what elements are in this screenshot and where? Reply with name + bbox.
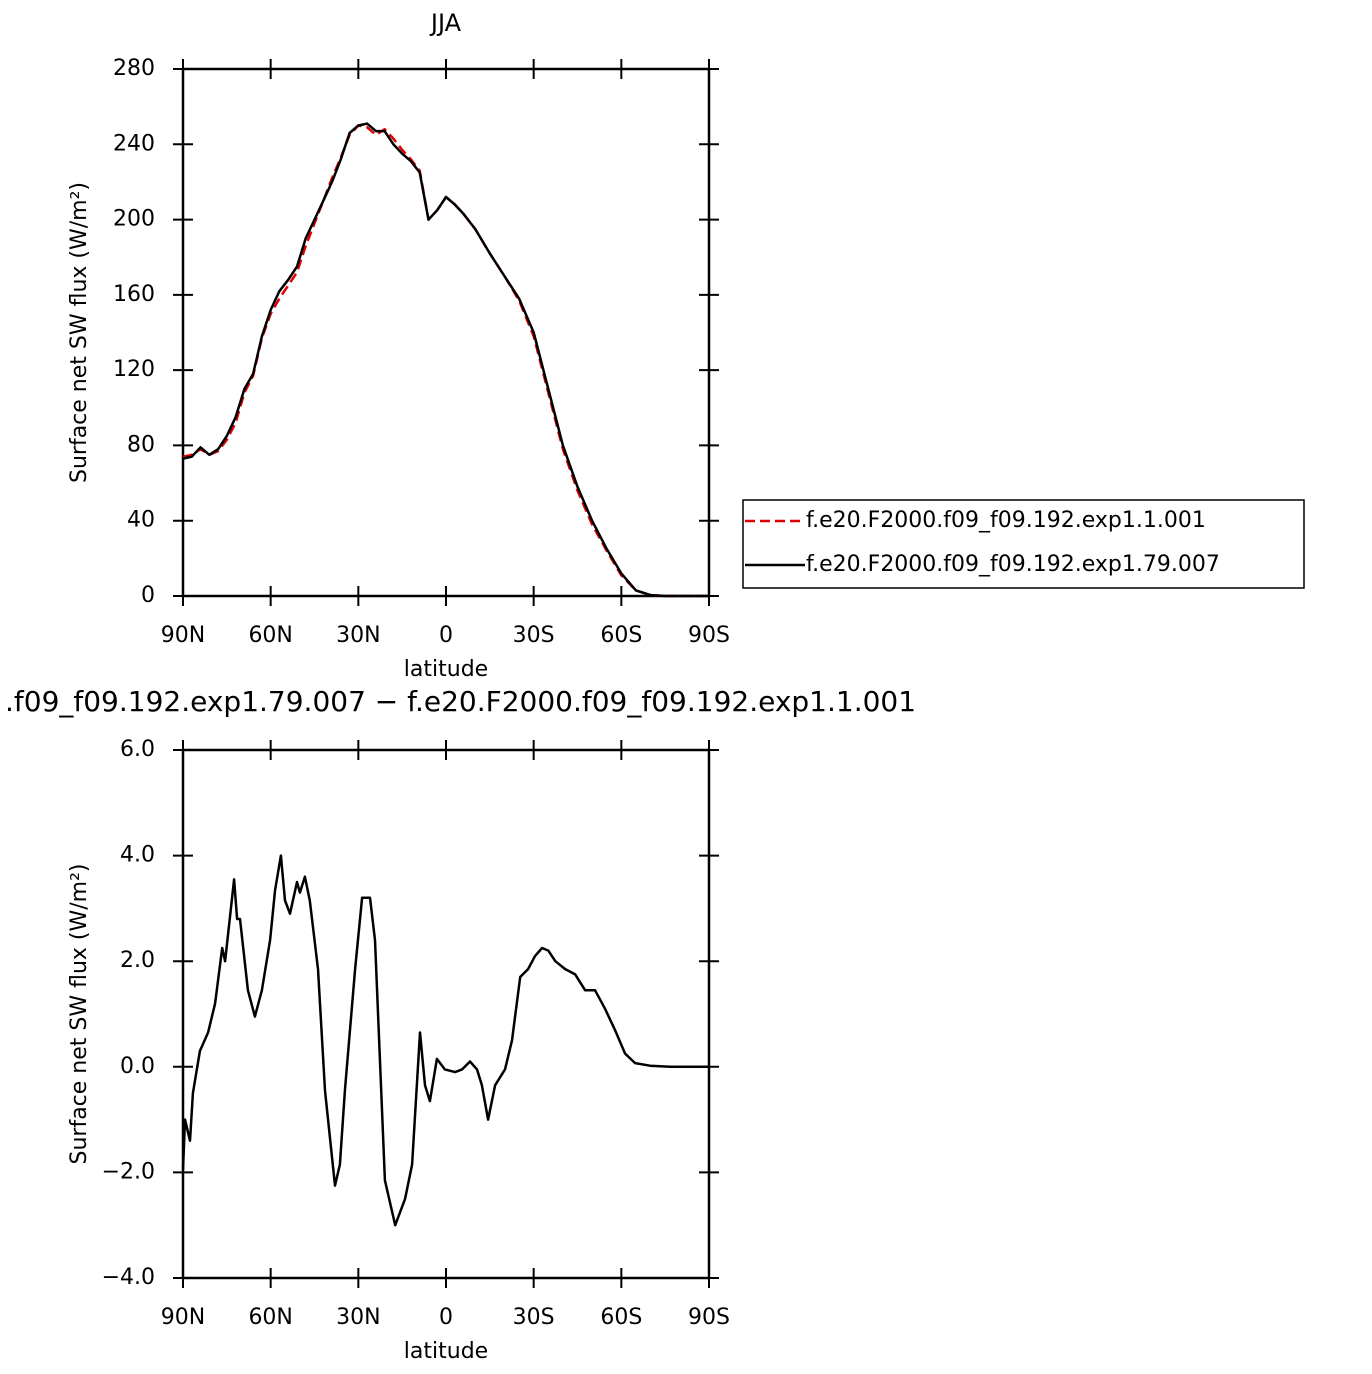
y-tick-label: 0.0: [120, 1054, 155, 1079]
x-tick-label: 30N: [336, 1305, 380, 1330]
x-tick-label: 60N: [248, 623, 292, 648]
x-tick-label: 0: [439, 623, 453, 648]
y-tick-label: 200: [113, 207, 155, 232]
x-tick-label: 30S: [513, 623, 555, 648]
chart-title: .f09_f09.192.exp1.79.007 − f.e20.F2000.f…: [5, 685, 916, 718]
y-tick-label: 120: [113, 357, 155, 382]
x-tick-label: 90S: [688, 623, 730, 648]
x-tick-label: 30N: [336, 623, 380, 648]
y-tick-label: 280: [113, 56, 155, 81]
y-tick-label: −4.0: [102, 1265, 155, 1290]
y-axis-label: Surface net SW flux (W/m²): [67, 863, 92, 1164]
x-tick-label: 90N: [161, 623, 205, 648]
y-tick-label: 6.0: [120, 737, 155, 762]
y-tick-label: 240: [113, 131, 155, 156]
x-tick-label: 90N: [161, 1305, 205, 1330]
legend-label: f.e20.F2000.f09_f09.192.exp1.1.001: [806, 508, 1206, 533]
y-tick-label: 40: [127, 508, 155, 533]
data-line: [182, 122, 709, 598]
y-tick-label: 0: [141, 583, 155, 608]
y-tick-label: 80: [127, 432, 155, 457]
x-tick-label: 60S: [600, 623, 642, 648]
y-tick-label: 160: [113, 282, 155, 307]
x-axis-label: latitude: [404, 657, 488, 682]
y-tick-label: −2.0: [102, 1159, 155, 1184]
x-axis-label: latitude: [404, 1339, 488, 1364]
y-tick-label: 4.0: [120, 843, 155, 868]
x-tick-label: 90S: [688, 1305, 730, 1330]
plot-frame: [181, 748, 711, 1280]
data-line: [181, 854, 709, 1227]
y-axis-label: Surface net SW flux (W/m²): [67, 182, 92, 483]
x-tick-label: 30S: [513, 1305, 555, 1330]
y-tick-label: 2.0: [120, 948, 155, 973]
legend-box: [742, 499, 1305, 589]
x-tick-label: 60N: [248, 1305, 292, 1330]
chart-title: JJA: [429, 9, 462, 37]
legend-label: f.e20.F2000.f09_f09.192.exp1.79.007: [806, 552, 1220, 577]
plot-frame: [181, 67, 711, 598]
x-tick-label: 60S: [600, 1305, 642, 1330]
x-tick-label: 0: [439, 1305, 453, 1330]
